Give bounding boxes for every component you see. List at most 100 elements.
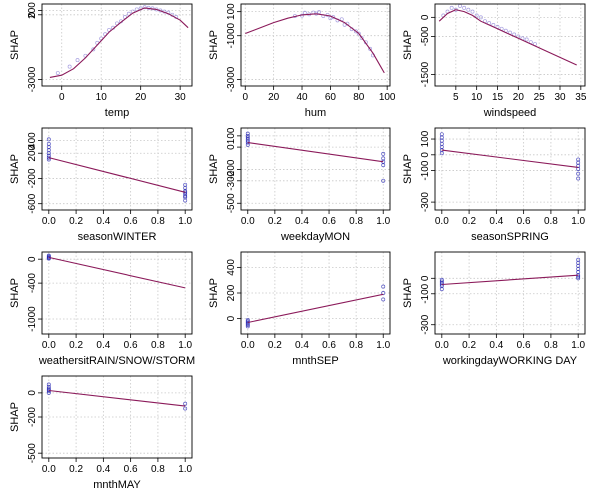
data-point [474,13,479,18]
y-axis-title: SHAP [208,278,220,308]
data-point [368,46,373,51]
fit-line [49,7,189,78]
plot-frame [434,3,586,87]
points-group [46,253,51,261]
points-group [55,5,179,76]
data-point [183,406,188,411]
fit-line [247,142,384,163]
data-point [353,29,358,34]
y-tick-label: 0 [226,144,237,150]
y-tick-label: 0 [420,14,431,20]
data-point [142,5,147,10]
shap-panel-7: 0.0 0.2 0.4 0.6 0.8 1.0 -1000 -400 0 weathersitRA… [9,251,195,367]
x-tick-label: 0.4 [295,216,309,227]
x-tick-label: 20 [135,92,147,103]
x-tick-label: 20 [513,92,525,103]
x-tick-label: 0.2 [69,464,83,475]
data-point [462,5,467,10]
x-axis-title: hum [305,107,326,119]
data-point [439,132,444,137]
data-point [46,141,51,146]
x-tick-label: 0.6 [322,340,336,351]
x-axis-title: weekdayMON [280,231,350,243]
y-tick-label: 100 [226,127,237,144]
y-tick-label: -300 [420,192,431,212]
x-tick-label: 0 [59,92,65,103]
shap-panel-2: 0 20 40 60 80 100 -3000 -1000 100 hum SHAP [208,3,396,119]
x-tick-label: 10 [96,92,108,103]
x-tick-label: 0.2 [268,216,282,227]
y-tick-label: -500 [27,443,38,463]
fit-line [247,293,384,324]
x-tick-label: 0.8 [544,340,558,351]
x-tick-label: 0 [242,92,248,103]
x-tick-label: 0.8 [544,216,558,227]
x-axis-title: seasonSPRING [471,231,549,243]
data-point [183,194,188,199]
data-point [245,133,250,138]
shap-panel-8: 0.0 0.2 0.4 0.6 0.8 1.0 0 200 400 mnthSEP SHAP [208,251,391,367]
y-tick-label: -500 [226,193,237,213]
shap-panel-9: 0.0 0.2 0.4 0.6 0.8 1.0 -300 -100 0 workingdayWOR… [402,251,586,367]
x-tick-label: 0.8 [349,340,363,351]
x-tick-label: 0.0 [435,340,449,351]
data-point [359,35,364,40]
y-tick-label: -3000 [226,66,237,92]
plot-frame [41,251,193,335]
y-tick-label: -1000 [27,306,38,332]
y-axis-title: SHAP [208,154,220,184]
x-tick-label: 0.0 [241,340,255,351]
data-point [126,11,131,16]
data-point [576,257,581,262]
y-tick-label: 0 [420,152,431,158]
y-axis-title: SHAP [9,30,21,60]
data-point [245,131,250,136]
points-group [439,132,581,181]
y-tick-label: 100 [226,3,237,20]
points-group [245,131,386,183]
data-point [46,253,51,258]
x-tick-label: 0.6 [124,464,138,475]
x-tick-label: 0.2 [268,340,282,351]
y-axis-title: SHAP [402,278,414,308]
data-point [245,142,250,147]
x-tick-label: 0.8 [349,216,363,227]
x-tick-label: 0.0 [42,340,56,351]
data-point [245,323,250,327]
y-axis-title: SHAP [402,30,414,60]
x-tick-label: 0.0 [241,216,255,227]
x-tick-label: 10 [471,92,483,103]
fit-line [441,274,579,286]
y-tick-label: 0 [420,275,431,281]
data-point [576,176,581,181]
y-tick-label: -200 [27,407,38,427]
x-tick-label: 60 [325,92,337,103]
x-tick-label: 1.0 [178,216,192,227]
data-point [470,9,475,14]
data-point [67,64,72,69]
y-axis-title: SHAP [9,402,21,432]
x-tick-label: 0.6 [124,216,138,227]
x-tick-label: 0.2 [462,340,476,351]
x-axis-title: weathersitRAIN/SNOW/STORM [38,355,195,367]
data-point [75,58,80,63]
data-point [439,277,444,282]
y-tick-label: -1500 [420,61,431,87]
y-tick-label: -1000 [226,22,237,48]
x-tick-label: 100 [379,92,396,103]
fit-line [245,13,385,74]
data-point [439,279,444,284]
data-point [381,163,386,168]
x-axis-title: mnthSEP [292,355,338,367]
y-tick-label: -600 [27,193,38,213]
x-tick-label: 0.2 [462,216,476,227]
x-tick-label: 1.0 [376,340,390,351]
x-tick-label: 0.0 [435,216,449,227]
fit-line [438,9,577,66]
y-tick-label: -200 [226,159,237,179]
x-tick-label: 0.2 [69,340,83,351]
y-tick-label: 100 [420,130,431,147]
points-group [46,382,188,411]
y-tick-label: -300 [226,170,237,190]
